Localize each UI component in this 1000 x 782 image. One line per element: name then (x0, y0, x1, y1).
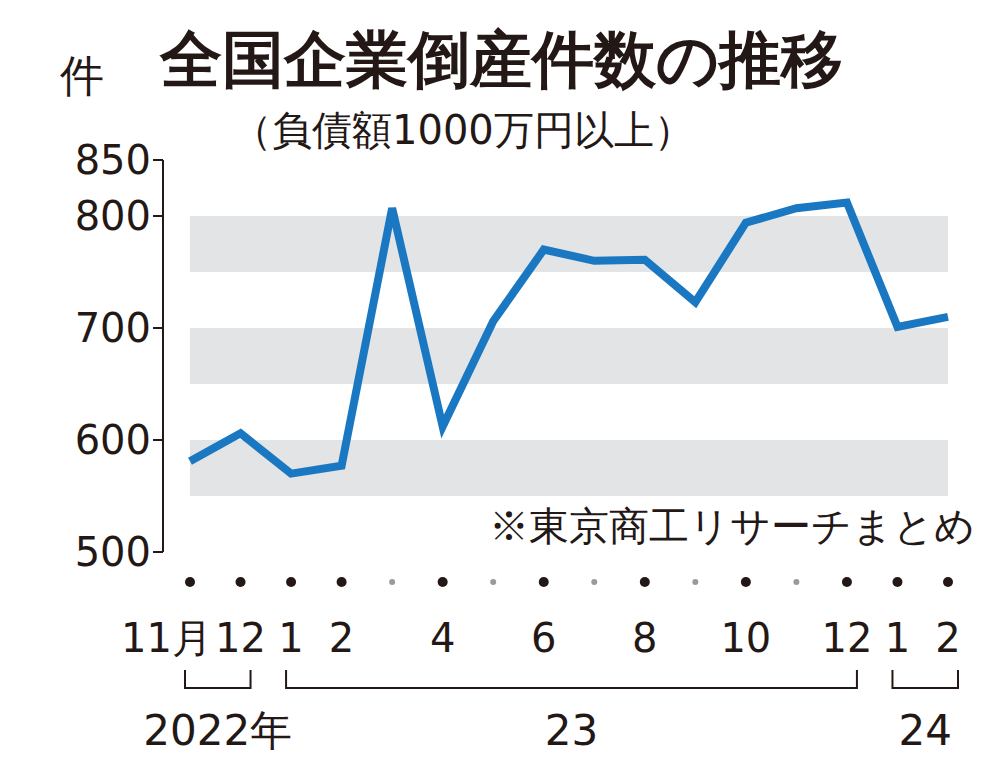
svg-text:2: 2 (329, 615, 354, 661)
svg-text:600: 600 (75, 417, 151, 463)
html-text:（負債額1000万円以上）: （負債額1000万円以上） (232, 107, 694, 153)
html-text:全国企業倒産件数の推移: 全国企業倒産件数の推移 (160, 23, 843, 96)
svg-text:12: 12 (215, 615, 266, 661)
svg-text:800: 800 (75, 193, 151, 239)
svg-text:8: 8 (632, 615, 657, 661)
html-text:※東京商工リサーチまとめ: ※東京商工リサーチまとめ (489, 503, 975, 549)
svg-text:11月: 11月 (121, 615, 212, 661)
svg-text:6: 6 (531, 615, 556, 661)
svg-text:24: 24 (899, 706, 952, 755)
svg-text:10: 10 (720, 615, 771, 661)
svg-text:23: 23 (545, 706, 598, 755)
svg-text:2: 2 (935, 615, 960, 661)
svg-text:12: 12 (821, 615, 872, 661)
svg-text:1: 1 (885, 615, 910, 661)
svg-text:700: 700 (75, 305, 151, 351)
svg-text:4: 4 (430, 615, 455, 661)
svg-text:2022年: 2022年 (143, 706, 292, 755)
html-text:件: 件 (60, 50, 104, 101)
svg-text:500: 500 (75, 529, 151, 575)
svg-text:850: 850 (75, 137, 151, 183)
svg-text:1: 1 (278, 615, 303, 661)
